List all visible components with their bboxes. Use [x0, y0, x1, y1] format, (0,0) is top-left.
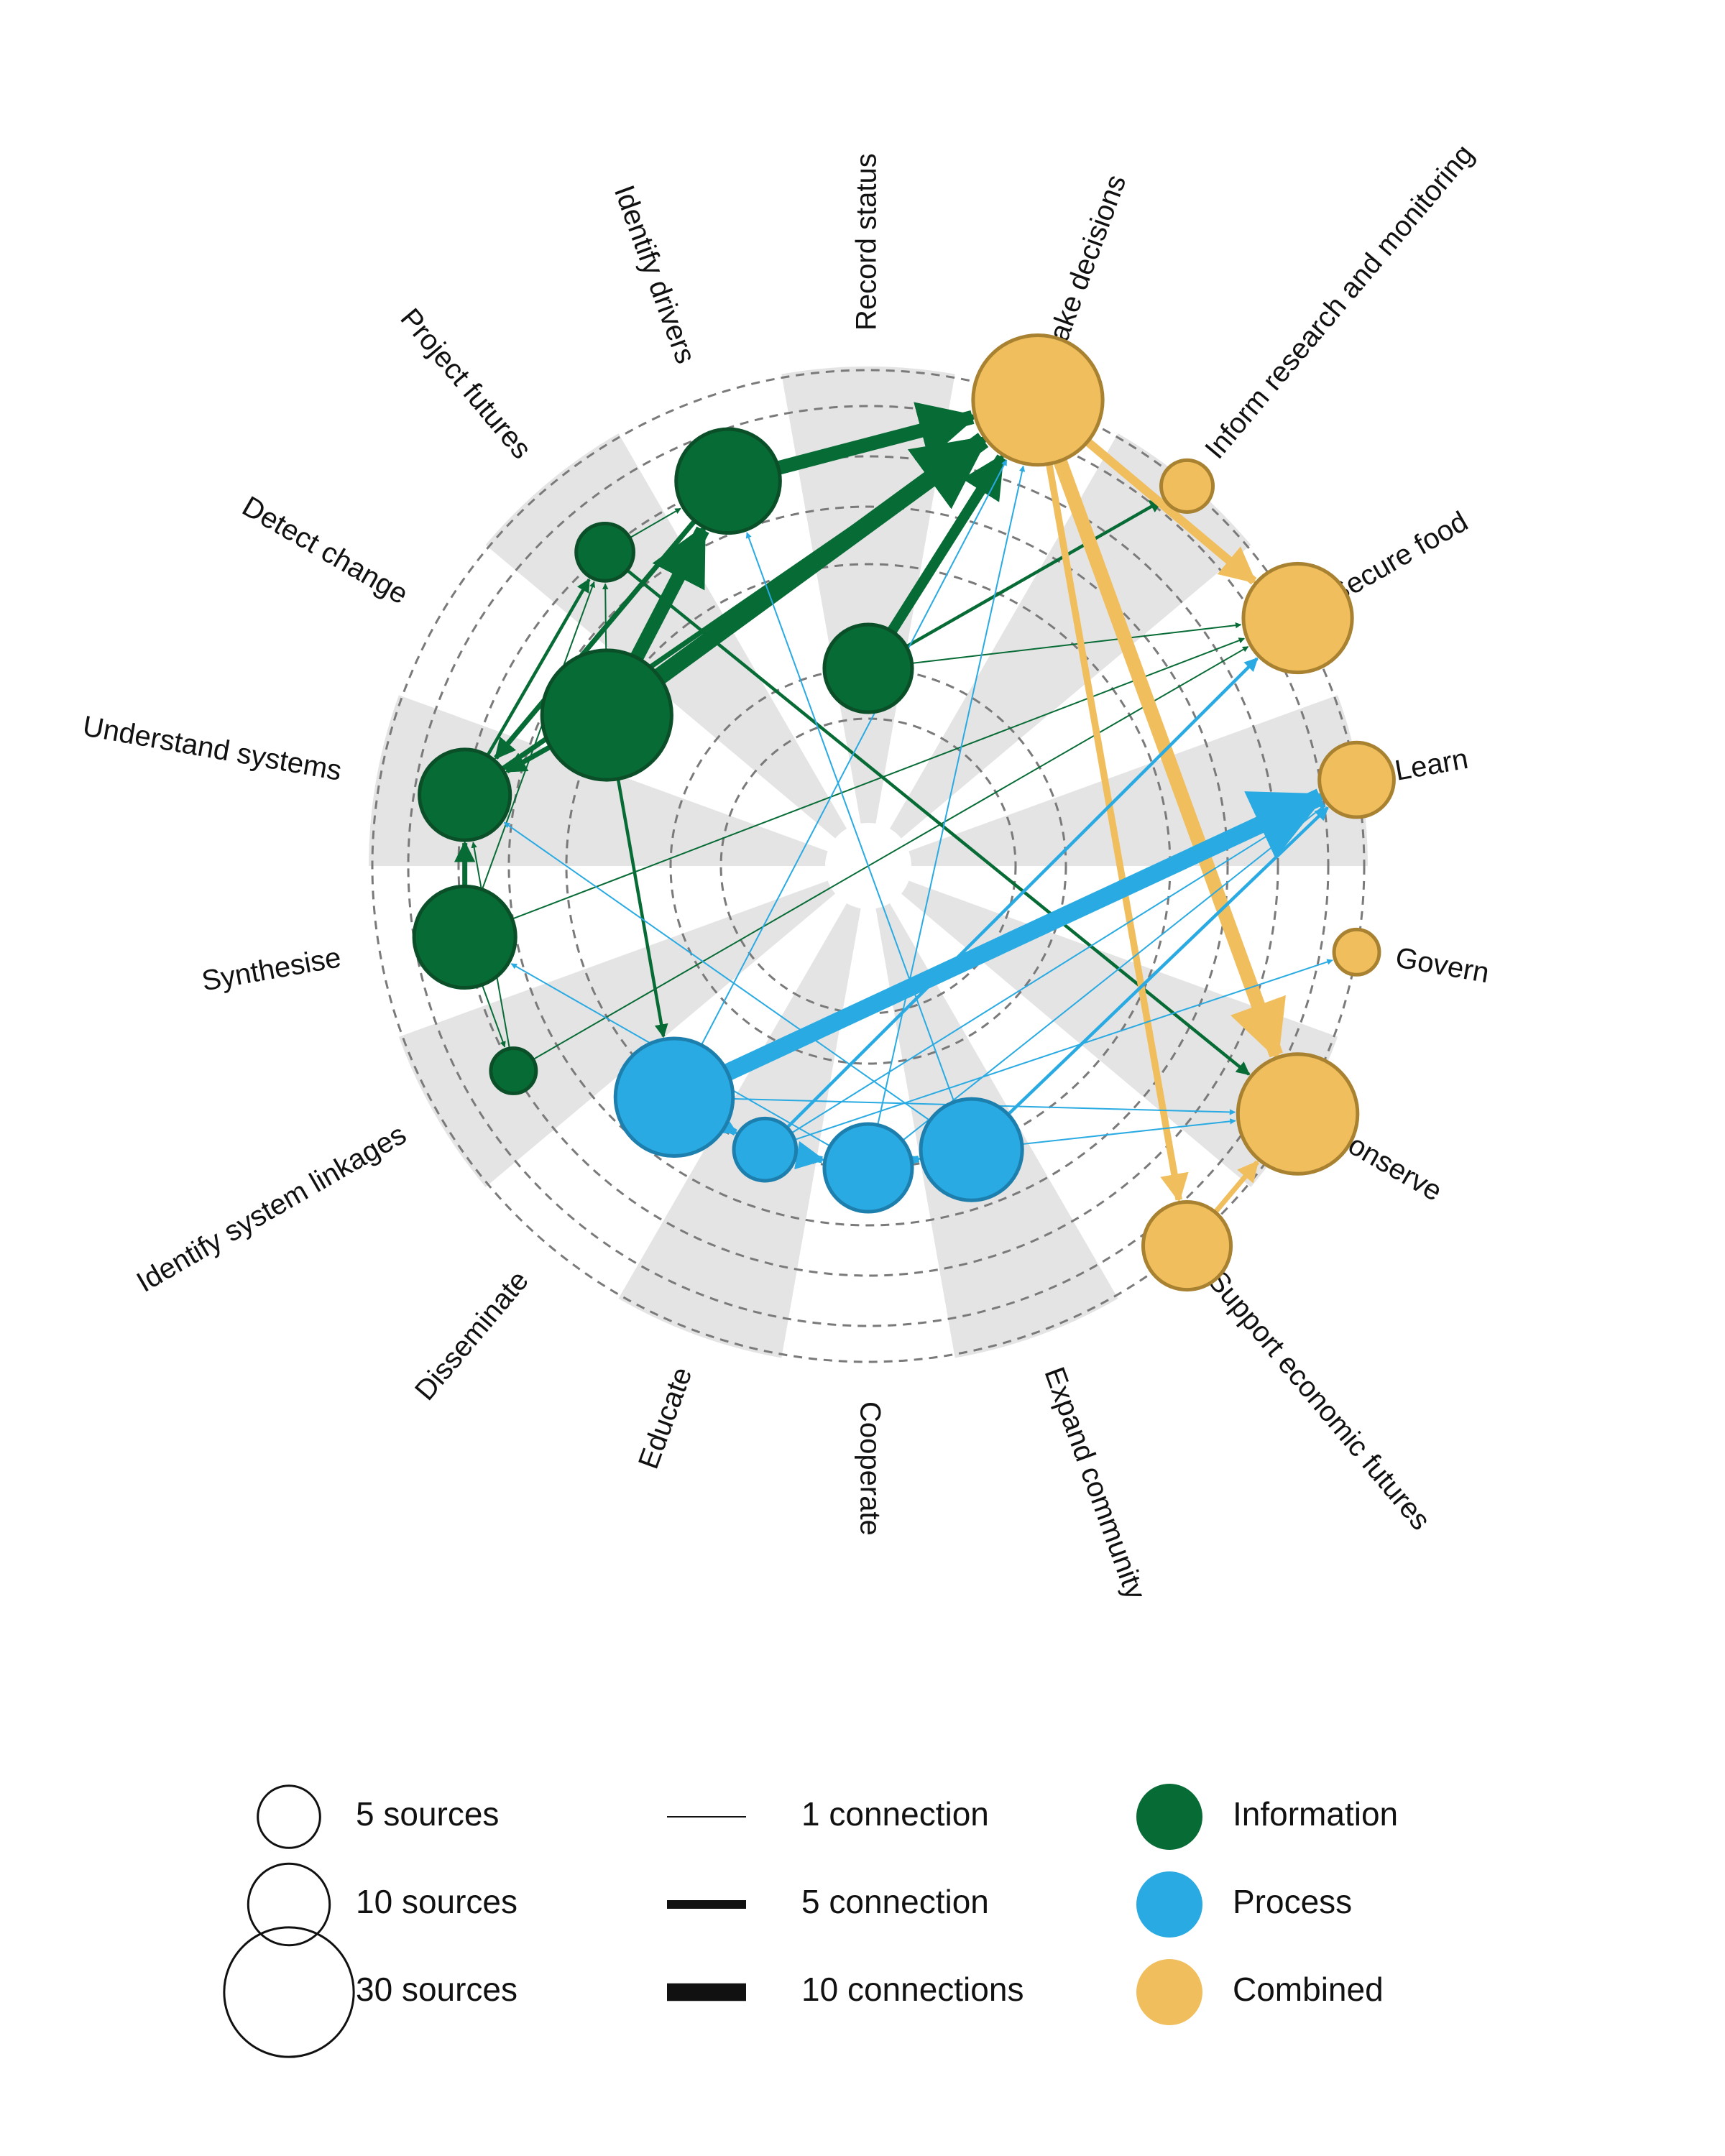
edge-make-decisions-to-support-economic	[1041, 438, 1189, 1203]
edge-expand-community-to-conserve	[1001, 1118, 1236, 1148]
ring-mid	[507, 505, 1229, 1227]
legend-size-30-icon	[223, 1926, 355, 2058]
wedge-inform-research-and-monitoring	[868, 433, 1251, 866]
node-secure-food	[1241, 561, 1354, 675]
connection-arrows	[454, 402, 1333, 1227]
ring-1	[669, 667, 1067, 1065]
node-understand-systems	[418, 747, 512, 842]
label-identify-drivers: Identify drivers	[608, 181, 702, 367]
edge-record-status-to-inform-research	[890, 499, 1164, 657]
edge-cooperate-to-learn	[888, 804, 1326, 1152]
edge-disseminate-to-make-decisions	[689, 459, 1008, 1067]
edge-expand-community-to-identify-drivers	[745, 532, 962, 1122]
legend-type-information-icon	[1136, 1784, 1202, 1850]
node-detect-change	[540, 648, 673, 782]
edge-educate-to-govern	[782, 959, 1333, 1145]
legend-type-label: Process	[1233, 1883, 1352, 1920]
legend-type-label: Combined	[1233, 1971, 1384, 2008]
edge-detect-change-to-make-decisions	[632, 433, 990, 699]
wedge-identify-system-linkages	[398, 866, 868, 1187]
legend-size-label: 10 sources	[356, 1883, 518, 1920]
ring-4	[371, 369, 1366, 1363]
node-identify-drivers	[674, 427, 782, 535]
node-educate	[732, 1116, 799, 1183]
category-nodes	[412, 333, 1396, 1292]
category-labels: Record status Make decisions Inform resear…	[80, 139, 1491, 1604]
node-synthesise	[412, 884, 518, 990]
edge-record-status-to-secure-food	[894, 622, 1242, 666]
label-detect-change: Detect change	[237, 490, 413, 610]
edge-educate-to-secure-food	[777, 657, 1259, 1138]
ring-3	[457, 455, 1279, 1277]
edge-expand-community-to-understand-systems	[503, 821, 947, 1133]
label-inform-research-and-monitoring: Inform research and monitoring	[1199, 139, 1480, 465]
legend-size-label: 30 sources	[356, 1971, 518, 2008]
label-record-status: Record status	[851, 153, 883, 331]
edge-identify-drivers-to-understand-systems	[494, 503, 710, 760]
label-learn: Learn	[1392, 743, 1470, 787]
edge-educate-to-learn	[780, 800, 1323, 1141]
label-expand-community: Expand community	[1038, 1363, 1151, 1604]
legend: 5 sources 10 sources 30 sources 1 connectio…	[223, 1784, 1398, 2058]
legend-size-label: 5 sources	[356, 1795, 499, 1833]
edge-make-decisions-to-conserve	[1044, 434, 1286, 1061]
node-govern	[1332, 927, 1381, 977]
ring-outer-inner	[407, 405, 1330, 1327]
edge-expand-community-to-learn	[992, 806, 1329, 1130]
label-govern: Govern	[1393, 941, 1491, 989]
edge-identify-drivers-to-make-decisions	[756, 402, 978, 480]
node-record-status	[822, 622, 914, 714]
edge-make-decisions-to-secure-food	[1064, 421, 1257, 585]
node-inform-research	[1159, 458, 1215, 514]
edge-identify-linkages-to-secure-food	[525, 645, 1249, 1065]
wedge-educate	[618, 866, 868, 1358]
legend-type-label: Information	[1233, 1795, 1398, 1833]
edge-understand-systems-to-project-futures	[477, 578, 591, 773]
legend-width-label: 10 connections	[801, 1971, 1024, 2008]
node-conserve	[1236, 1052, 1360, 1176]
legend-type-combined-icon	[1136, 1959, 1202, 2025]
node-support-economic	[1141, 1200, 1233, 1292]
node-identify-linkages	[489, 1046, 538, 1095]
label-cooperate: Cooperate	[854, 1401, 886, 1536]
node-project-futures	[574, 521, 636, 583]
label-understand-systems: Understand systems	[80, 710, 344, 787]
legend-width-label: 5 connection	[801, 1883, 989, 1920]
edge-synthesise-to-secure-food	[492, 637, 1245, 927]
legend-type-process-icon	[1136, 1871, 1202, 1938]
label-support-economic-futures: Support economic futures	[1202, 1265, 1437, 1536]
legend-width-label: 1 connection	[801, 1795, 989, 1833]
label-identify-system-linkages: Identify system linkages	[132, 1118, 412, 1298]
label-synthesise: Synthesise	[199, 941, 343, 997]
node-expand-community	[919, 1097, 1024, 1202]
node-learn	[1317, 740, 1396, 819]
edge-detect-change-to-identify-drivers	[618, 524, 709, 684]
legend-size-10-icon	[247, 1862, 331, 1947]
node-make-decisions	[971, 333, 1105, 467]
legend-size-5-icon	[257, 1784, 321, 1849]
edge-record-status-to-make-decisions	[878, 453, 1006, 649]
edge-cooperate-to-make-decisions	[873, 465, 1026, 1143]
label-disseminate: Disseminate	[409, 1265, 535, 1406]
node-disseminate	[613, 1036, 735, 1158]
node-cooperate	[822, 1122, 914, 1214]
label-educate: Educate	[632, 1363, 699, 1473]
edge-synthesise-to-project-futures	[474, 581, 595, 909]
label-project-futures: Project futures	[394, 303, 537, 465]
